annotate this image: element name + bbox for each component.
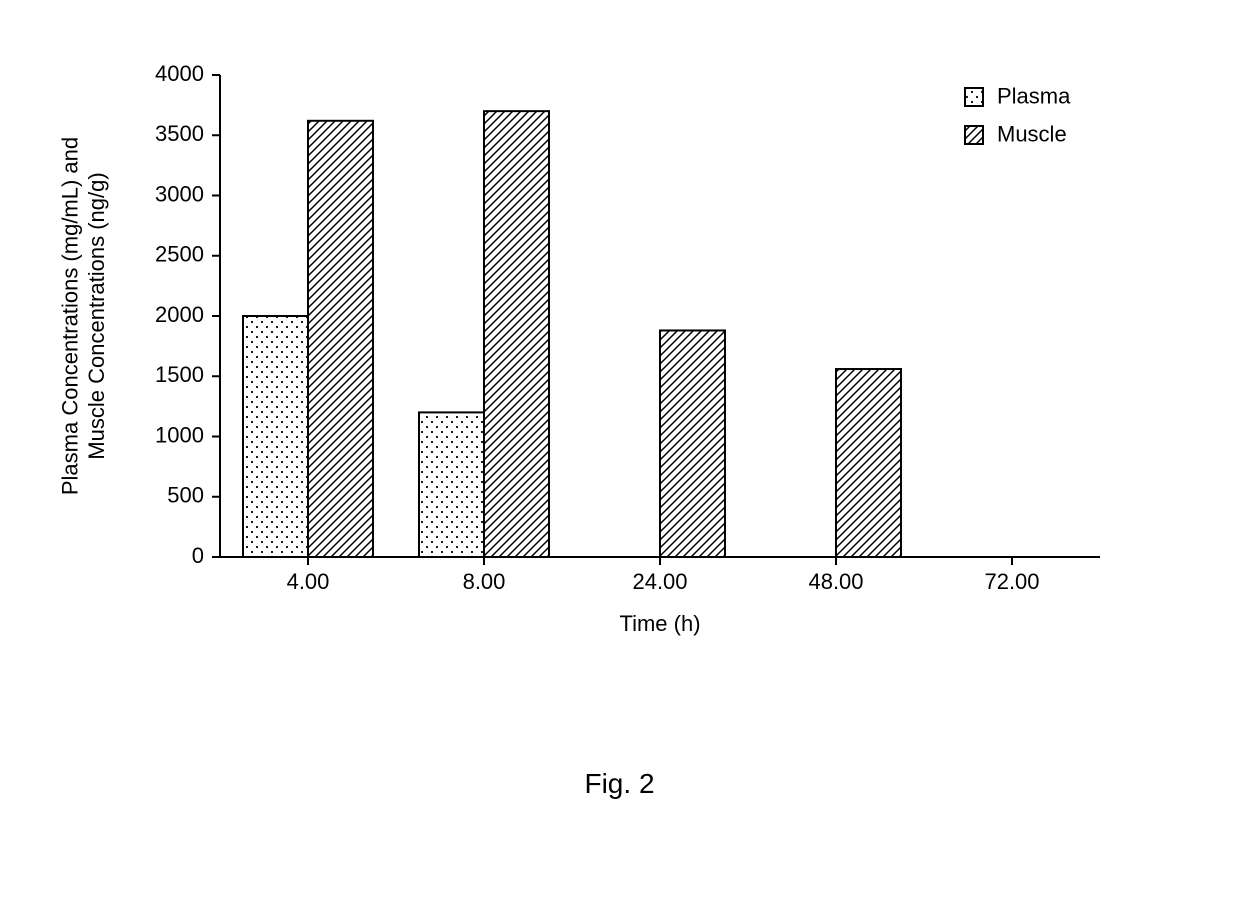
- y-axis-label: Plasma Concentrations (mg/mL) andMuscle …: [58, 137, 109, 495]
- bar-muscle: [660, 330, 725, 557]
- figure-caption: Fig. 2: [0, 768, 1239, 800]
- chart: 0 500 1000 1500 2000 2500 3000 3500 4000 Plasma C…: [0, 0, 1239, 899]
- y-tick-label: 1500: [155, 362, 204, 387]
- bar-muscle: [484, 111, 549, 557]
- bar-plasma: [243, 316, 308, 557]
- y-tick-label: 2000: [155, 302, 204, 327]
- y-tick-label: 4000: [155, 61, 204, 86]
- x-tick-label: 72.00: [984, 569, 1039, 594]
- y-tick-label: 3000: [155, 181, 204, 206]
- legend-label: Muscle: [997, 121, 1067, 146]
- bar-muscle: [308, 121, 373, 557]
- y-tick-label: 0: [192, 543, 204, 568]
- svg-text:Plasma Concentrations (mg/mL): Plasma Concentrations (mg/mL) and: [58, 137, 83, 495]
- legend-swatch-muscle: [965, 126, 983, 144]
- x-tick-label: 4.00: [287, 569, 330, 594]
- bar-plasma: [419, 412, 484, 557]
- page: 0 500 1000 1500 2000 2500 3000 3500 4000 Plasma C…: [0, 0, 1239, 899]
- bar-muscle: [836, 369, 901, 557]
- x-tick-label: 8.00: [463, 569, 506, 594]
- y-tick-label: 3500: [155, 121, 204, 146]
- x-axis-label: Time (h): [619, 611, 700, 636]
- x-tick-label: 48.00: [808, 569, 863, 594]
- legend-label: Plasma: [997, 83, 1071, 108]
- legend-swatch-plasma: [965, 88, 983, 106]
- y-tick-label: 2500: [155, 242, 204, 267]
- y-tick-label: 1000: [155, 422, 204, 447]
- svg-text:Muscle Concentrations (ng/g): Muscle Concentrations (ng/g): [84, 172, 109, 459]
- y-tick-label: 500: [167, 483, 204, 508]
- x-tick-label: 24.00: [632, 569, 687, 594]
